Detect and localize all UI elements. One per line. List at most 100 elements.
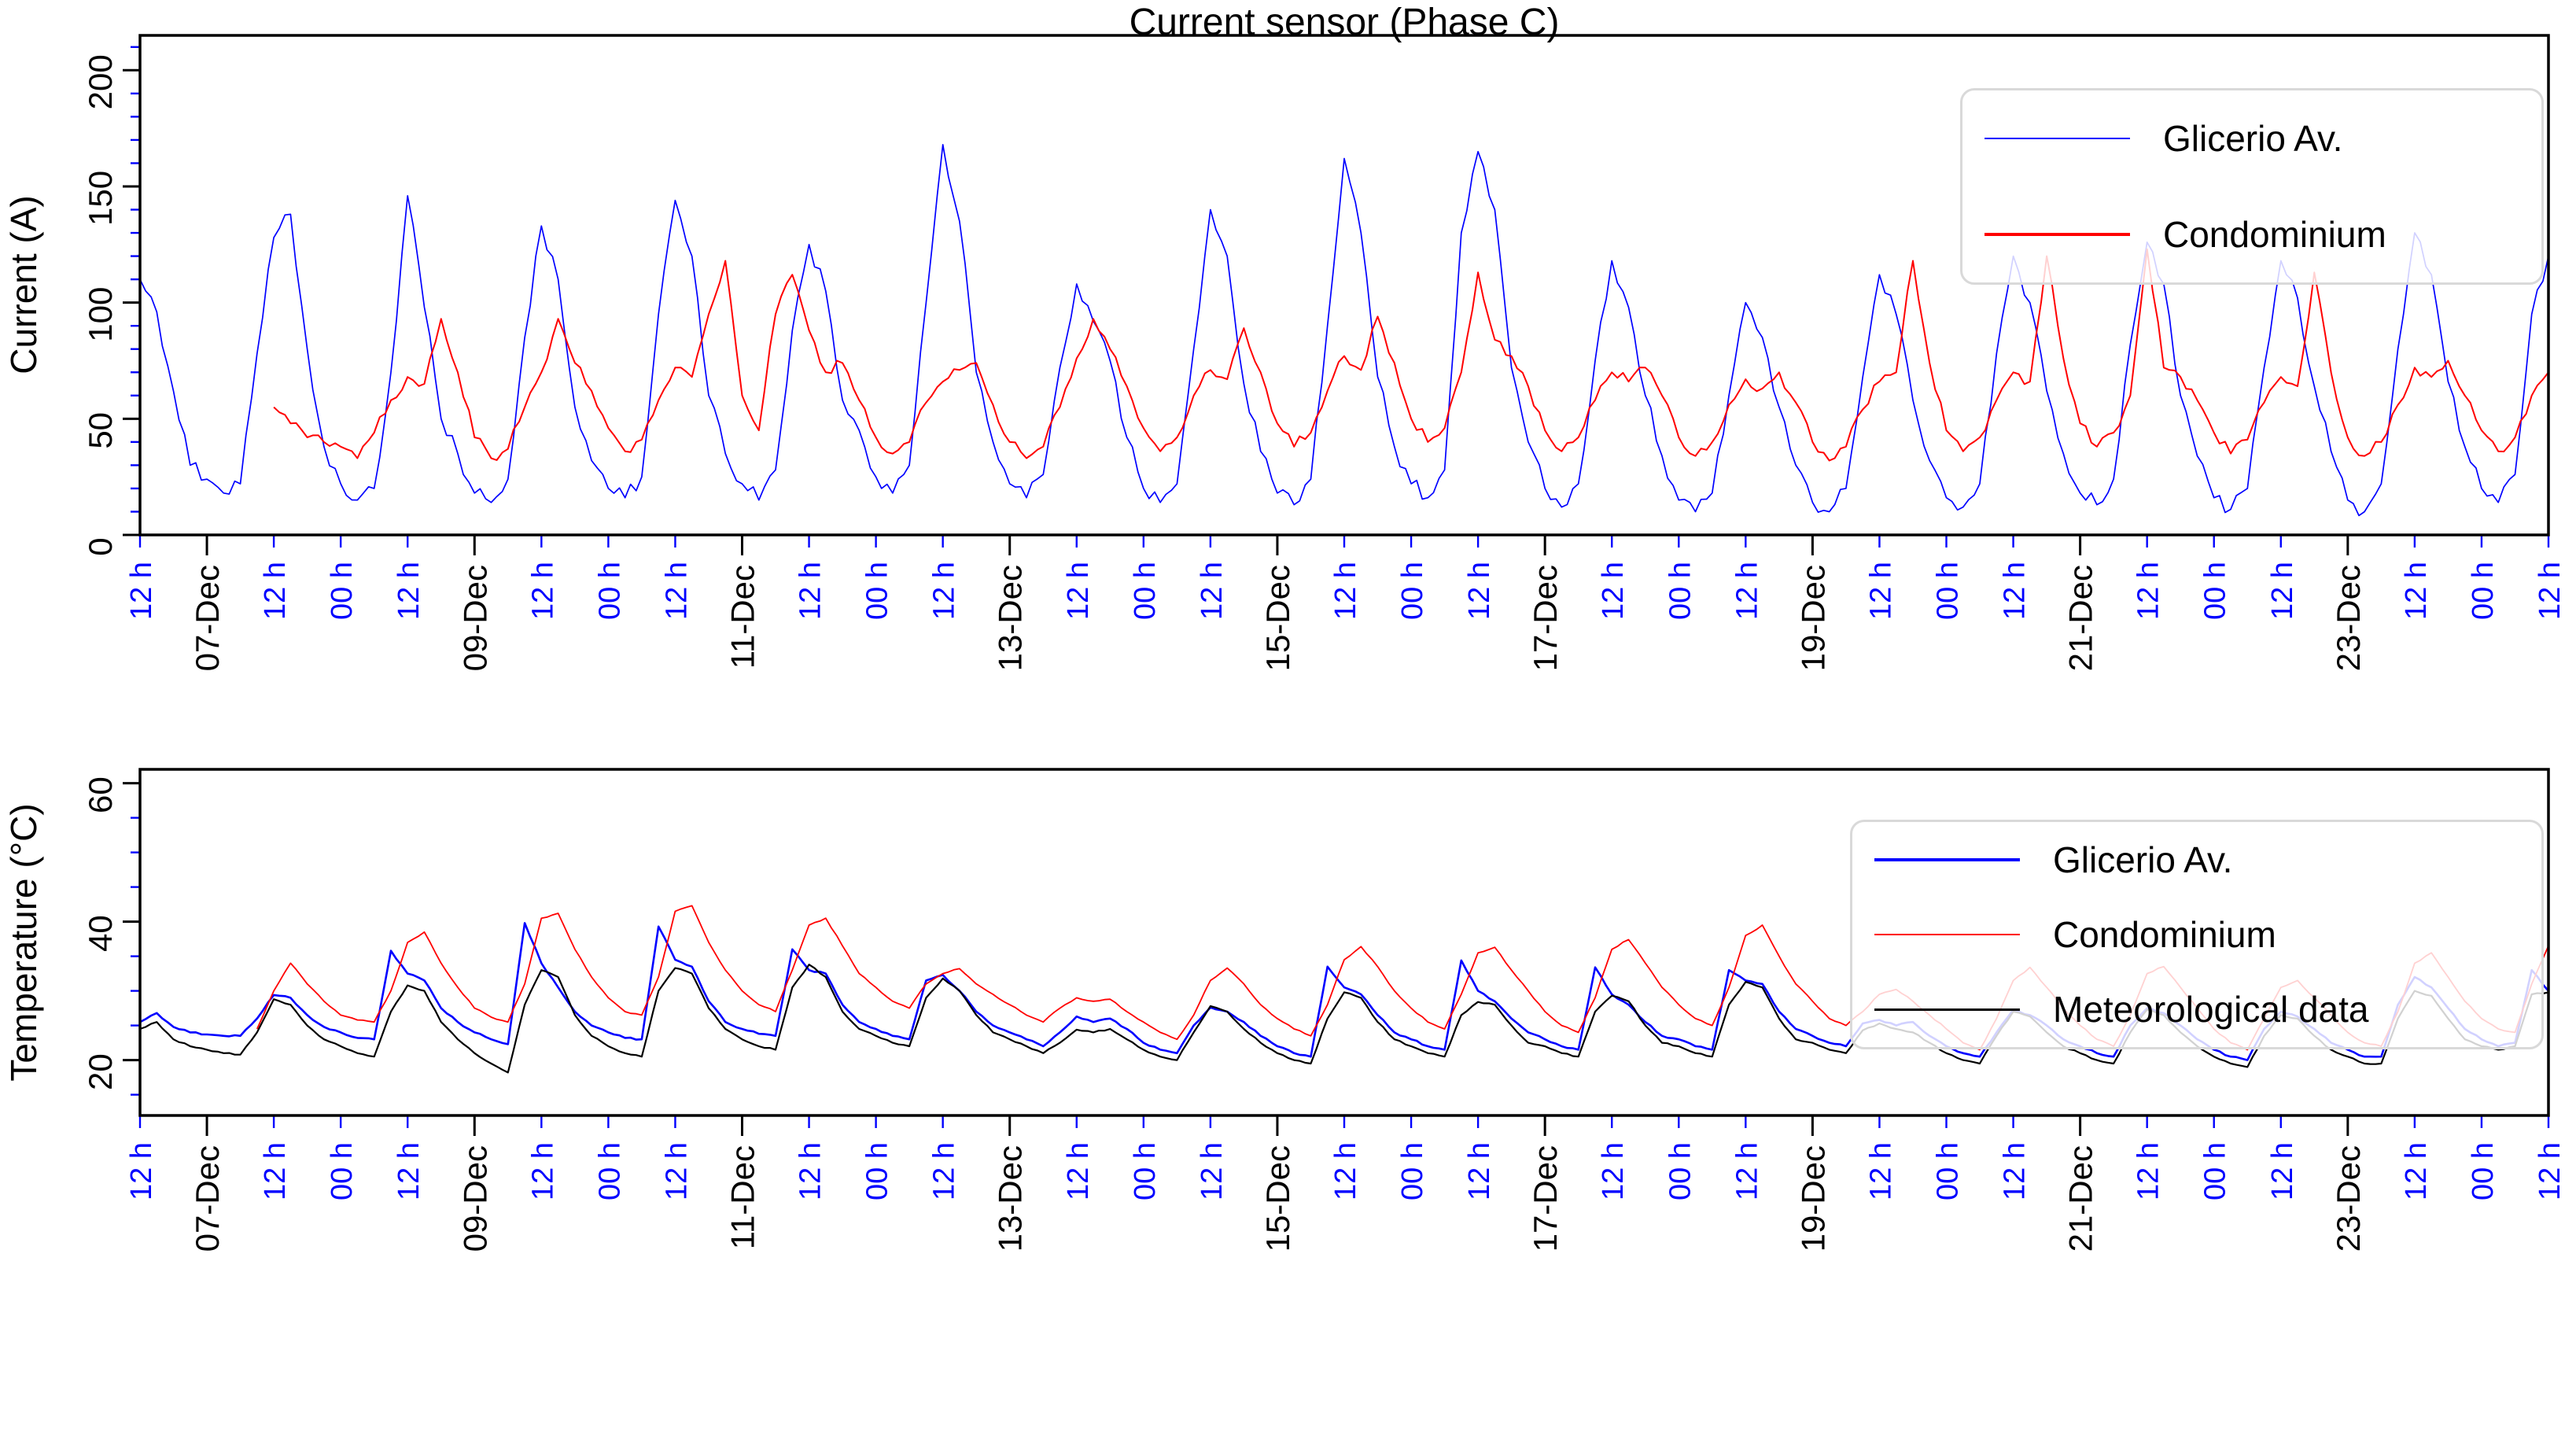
temperature-chart-legend: Glicerio Av. Condominium Meteorological … [1850,820,2544,1049]
x-hour-tick-label: 12 h [2132,1142,2165,1200]
x-date-tick-label: 17-Dec [1527,1145,1564,1252]
x-hour-tick-label: 12 h [1196,1142,1229,1200]
x-hour-tick-label: 12 h [125,562,158,620]
x-hour-tick-label: 12 h [1329,1142,1362,1200]
y-tick-label: 50 [82,412,119,449]
meteorological-line-sample [1874,1008,2020,1011]
x-hour-tick-label: 00 h [2467,1142,2500,1200]
x-hour-tick-label: 12 h [1999,1142,2032,1200]
x-hour-tick-label: 12 h [928,1142,961,1200]
x-hour-tick-label: 00 h [1932,562,1965,620]
x-hour-tick-label: 12 h [660,1142,693,1200]
x-date-tick-label: 09-Dec [456,1145,493,1252]
x-hour-tick-label: 12 h [259,1142,292,1200]
x-hour-tick-label: 00 h [593,562,626,620]
x-hour-tick-label: 00 h [326,1142,359,1200]
x-hour-tick-label: 12 h [1730,1142,1763,1200]
current-plot-area: 0 50 100 150 200 12 h 07-Dec 12 h 00 h 12 h 09-Dec… [82,34,2567,671]
plot-frame [138,34,2550,536]
x-date-tick-label: 21-Dec [2062,565,2099,671]
x-date-tick-label: 11-Dec [724,1145,761,1249]
x-hour-tick-label: 12 h [1999,562,2032,620]
plot-frame [138,768,2550,1117]
legend-label: Meteorological data [2053,989,2369,1031]
y-tick-label: 200 [82,54,119,109]
x-date-tick-label: 09-Dec [456,565,493,671]
x-hour-tick-label: 12 h [526,562,559,620]
legend-label: Condominium [2053,913,2276,955]
y-tick-label: 40 [82,915,119,952]
legend-label: Glicerio Av. [2053,839,2233,880]
x-hour-tick-label: 12 h [1864,562,1897,620]
current-chart-legend: Glicerio Av. Condominium [1960,88,2544,285]
x-date-tick-label: 19-Dec [1794,565,1831,671]
x-date-tick-label: 19-Dec [1794,1145,1831,1252]
condominium-line-sample [1874,933,2020,935]
x-date-tick-label: 07-Dec [189,1145,226,1252]
y-tick-label: 20 [82,1053,119,1090]
x-hour-tick-label: 12 h [1463,562,1496,620]
x-hour-tick-label: 12 h [1062,562,1095,620]
x-date-tick-label: 15-Dec [1259,565,1296,671]
x-hour-tick-label: 00 h [1932,1142,1965,1200]
legend-item: Glicerio Av. [1962,117,2541,160]
x-hour-tick-label: 12 h [1062,1142,1095,1200]
legend-item: Glicerio Av. [1852,839,2541,881]
x-hour-tick-label: 12 h [794,1142,827,1200]
x-hour-tick-label: 12 h [1864,1142,1897,1200]
x-hour-tick-label: 00 h [861,562,894,620]
y-tick-label: 0 [82,537,119,555]
x-hour-tick-label: 12 h [1329,562,1362,620]
temperature-plot-area: 20 40 60 12 h 07-Dec 12 h 00 h 12 h 09-Dec 12 h 00… [82,768,2567,1252]
x-hour-tick-label: 00 h [593,1142,626,1200]
current-y-axis-label: Current (A) [3,195,44,374]
x-date-tick-label: 13-Dec [992,565,1029,671]
x-hour-tick-label: 00 h [1396,562,1429,620]
x-hour-tick-label: 00 h [2467,562,2500,620]
legend-item: Meteorological data [1852,988,2541,1031]
x-date-tick-label: 17-Dec [1527,565,1564,671]
x-hour-tick-label: 12 h [125,1142,158,1200]
x-hour-tick-label: 12 h [928,562,961,620]
x-hour-tick-label: 00 h [326,562,359,620]
x-hour-tick-label: 12 h [2266,562,2299,620]
glicerio-line-sample [1985,138,2130,139]
x-date-tick-label: 21-Dec [2062,1145,2099,1252]
x-hour-tick-label: 12 h [2534,562,2567,620]
glicerio-line-sample [1874,857,2020,861]
x-hour-tick-label: 00 h [861,1142,894,1200]
x-date-tick-label: 11-Dec [724,565,761,669]
x-date-tick-label: 15-Dec [1259,1145,1296,1252]
series-line-condominium [273,248,2549,462]
x-hour-tick-label: 12 h [1730,562,1763,620]
x-hour-tick-label: 12 h [526,1142,559,1200]
legend-label: Condominium [2163,214,2386,255]
legend-item: Condominium [1852,913,2541,956]
x-hour-tick-label: 00 h [1664,562,1697,620]
x-hour-tick-label: 00 h [1396,1142,1429,1200]
y-tick-label: 60 [82,776,119,813]
x-hour-tick-label: 12 h [1196,562,1229,620]
legend-label: Glicerio Av. [2163,118,2343,159]
x-hour-tick-label: 12 h [392,562,426,620]
x-hour-tick-label: 12 h [660,562,693,620]
x-hour-tick-label: 12 h [1463,1142,1496,1200]
x-hour-tick-label: 00 h [1129,1142,1162,1200]
x-hour-tick-label: 12 h [2400,562,2433,620]
x-hour-tick-label: 12 h [2132,562,2165,620]
x-hour-tick-label: 00 h [2199,562,2232,620]
condominium-line-sample [1985,233,2130,236]
x-hour-tick-label: 12 h [794,562,827,620]
x-hour-tick-label: 12 h [2534,1142,2567,1200]
x-hour-tick-label: 12 h [2266,1142,2299,1200]
x-hour-tick-label: 00 h [1664,1142,1697,1200]
y-tick-label: 100 [82,287,119,342]
y-tick-label: 150 [82,171,119,226]
x-hour-tick-label: 12 h [259,562,292,620]
x-date-tick-label: 07-Dec [189,565,226,671]
x-hour-tick-label: 12 h [2400,1142,2433,1200]
x-hour-tick-label: 12 h [1597,1142,1630,1200]
